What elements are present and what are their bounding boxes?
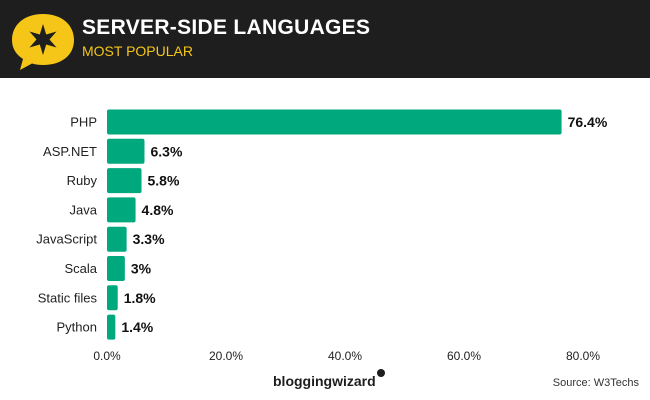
category-label: Static files xyxy=(38,290,98,305)
source-note: Source: W3Techs xyxy=(552,377,639,389)
x-tick-label: 60.0% xyxy=(447,349,481,363)
value-label: 1.8% xyxy=(124,290,156,306)
category-label: PHP xyxy=(70,115,97,130)
value-label: 3.3% xyxy=(133,231,165,247)
value-label: 76.4% xyxy=(568,114,608,130)
category-label: Python xyxy=(57,320,97,335)
x-tick-label: 80.0% xyxy=(566,349,600,363)
x-tick-label: 0.0% xyxy=(93,349,121,363)
category-label: Ruby xyxy=(67,173,98,188)
bar-javascript xyxy=(107,226,127,252)
brand-name: bloggingwizard xyxy=(273,373,376,389)
value-label: 3% xyxy=(131,261,152,277)
bar-chart: PHP 76.4% ASP.NET 6.3% Ruby 5.8% Java 4.8% JavaS… xyxy=(36,109,608,363)
page-subtitle: MOST POPULAR xyxy=(82,43,193,59)
category-label: Java xyxy=(70,202,98,217)
bar-ruby xyxy=(107,168,142,194)
value-label: 5.8% xyxy=(148,173,180,189)
category-label: Scala xyxy=(64,261,97,276)
value-label: 4.8% xyxy=(142,202,174,218)
bar-asp-net xyxy=(107,138,145,164)
value-label: 6.3% xyxy=(150,143,182,159)
value-label: 1.4% xyxy=(121,319,153,335)
category-label: JavaScript xyxy=(36,232,97,247)
bar-java xyxy=(107,197,136,223)
bar-python xyxy=(107,314,116,340)
bar-php xyxy=(107,109,562,135)
header-banner: SERVER-SIDE LANGUAGES MOST POPULAR xyxy=(0,0,650,78)
category-label: ASP.NET xyxy=(43,144,97,159)
x-tick-label: 20.0% xyxy=(209,349,243,363)
bar-static-files xyxy=(107,285,118,311)
brand-dot-icon xyxy=(376,369,385,377)
x-tick-label: 40.0% xyxy=(328,349,362,363)
brand-logo: bloggingwizard xyxy=(273,369,385,389)
star-speech-bubble-icon xyxy=(12,14,74,70)
page-title: SERVER-SIDE LANGUAGES xyxy=(82,16,371,39)
bar-scala xyxy=(107,256,125,281)
